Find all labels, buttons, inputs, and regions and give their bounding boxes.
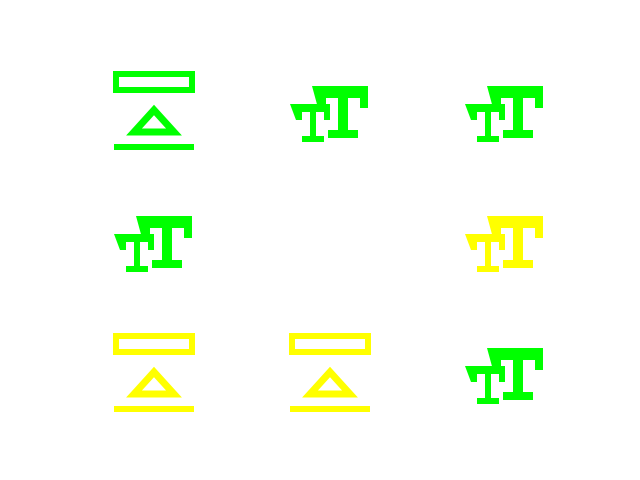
font-size-icon: [463, 200, 547, 284]
eject-icon: [112, 70, 196, 154]
font-size-icon: [463, 70, 547, 154]
font-size-icon: [288, 70, 372, 154]
eject-icon: [288, 332, 372, 416]
eject-icon: [112, 332, 196, 416]
font-size-icon: [463, 332, 547, 416]
font-size-icon: [112, 200, 196, 284]
